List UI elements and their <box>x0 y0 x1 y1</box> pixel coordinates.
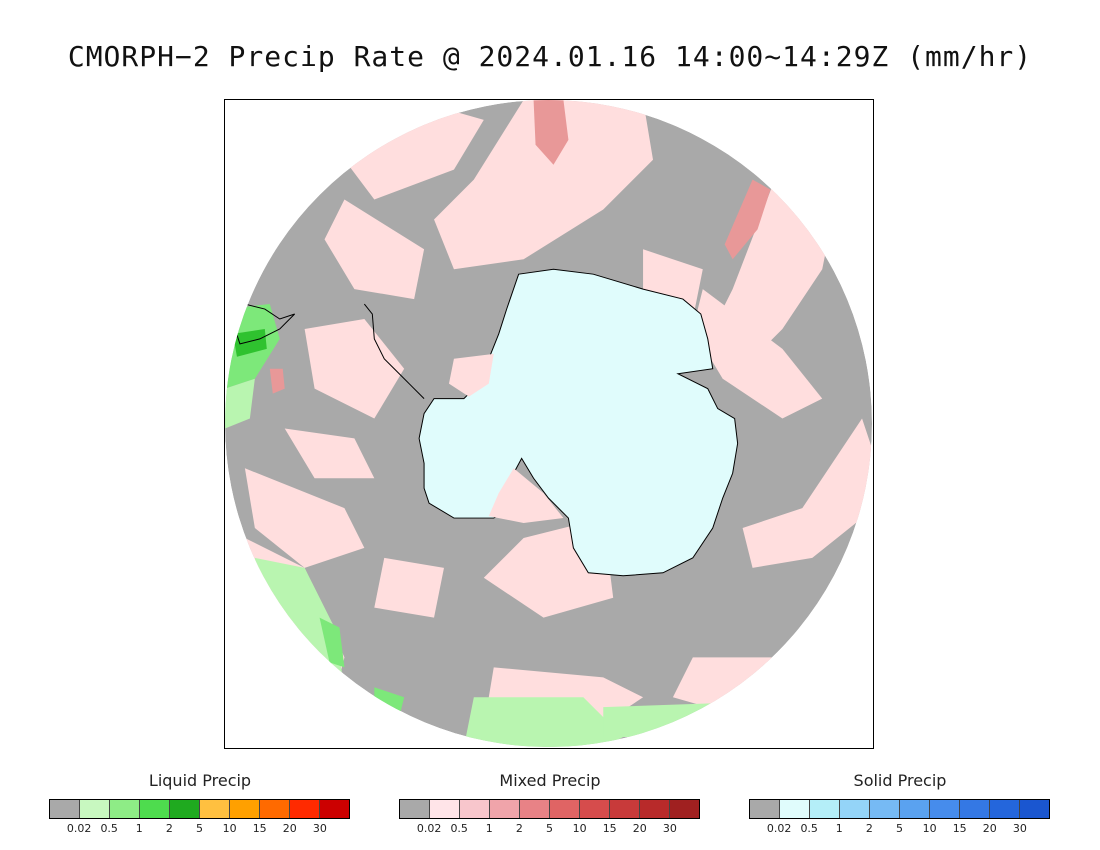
legend-swatch <box>610 800 640 818</box>
legend-tick-label: 5 <box>546 822 553 835</box>
solid-precip-legend: Solid Precip 0.02 0.5 1 2 5 10 15 20 30 <box>749 770 1051 836</box>
legend-ticks: 0.02 0.5 1 2 5 10 15 20 30 <box>749 822 1051 836</box>
legend-title: Liquid Precip <box>148 771 252 790</box>
legend-swatch <box>520 800 550 818</box>
antarctic-peninsula <box>363 303 425 399</box>
legend-tick-label: 0.02 <box>766 822 792 835</box>
legend-tick-label: 30 <box>1012 822 1027 835</box>
map-title: CMORPH−2 Precip Rate @ 2024.01.16 14:00~… <box>67 40 1033 73</box>
legend-tick-label: 2 <box>165 822 173 835</box>
legend-swatch <box>870 800 900 818</box>
mixed-precip-heavy <box>269 100 771 394</box>
legend-tick-label: 20 <box>632 822 647 835</box>
liquid-precip-legend: Liquid Precip 0.02 0.5 1 2 5 10 15 20 30 <box>49 770 351 836</box>
mixed-precip-legend: Mixed Precip 0.02 0.5 1 2 5 10 15 20 30 <box>399 770 701 836</box>
legend-swatch <box>260 800 290 818</box>
legend-swatch <box>200 800 230 818</box>
legend-tick-label: 0.5 <box>450 822 468 835</box>
legend-tick-label: 0.02 <box>66 822 92 835</box>
legend-swatch <box>290 800 320 818</box>
legend-tick-label: 10 <box>572 822 587 835</box>
legend-tick-label: 0.5 <box>100 822 118 835</box>
legend-swatch <box>810 800 840 818</box>
legend-swatch <box>840 800 870 818</box>
legend-title: Solid Precip <box>853 771 947 790</box>
legend-swatch <box>50 800 80 818</box>
legend-tick-label: 10 <box>222 822 237 835</box>
legend-swatch <box>140 800 170 818</box>
legend-swatch <box>780 800 810 818</box>
legend-tick-label: 5 <box>196 822 203 835</box>
weddell-sea-mixed-precip <box>448 353 494 397</box>
ross-sea-mixed-precip <box>488 468 564 524</box>
legend-swatch <box>490 800 520 818</box>
legend-tick-label: 15 <box>602 822 617 835</box>
legend-tick-label: 10 <box>922 822 937 835</box>
legend-swatch <box>750 800 780 818</box>
legend-swatch <box>670 800 699 818</box>
legend-swatch <box>1020 800 1049 818</box>
legend-swatch <box>320 800 349 818</box>
legend-swatch <box>80 800 110 818</box>
legend-tick-label: 15 <box>952 822 967 835</box>
legend-tick-label: 2 <box>865 822 873 835</box>
legend-swatch <box>550 800 580 818</box>
legend-ticks: 0.02 0.5 1 2 5 10 15 20 30 <box>49 822 351 836</box>
legend-tick-label: 0.5 <box>800 822 818 835</box>
legend-swatch <box>930 800 960 818</box>
legend-title: Mixed Precip <box>499 771 601 790</box>
legend-swatch <box>170 800 200 818</box>
legend-swatch <box>990 800 1020 818</box>
legend-swatch <box>460 800 490 818</box>
precip-map <box>225 100 872 747</box>
legend-tick-label: 1 <box>835 822 843 835</box>
legend-tick-label: 30 <box>312 822 327 835</box>
map-frame <box>224 99 874 749</box>
legend-ticks: 0.02 0.5 1 2 5 10 15 20 30 <box>399 822 701 836</box>
legend-tick-label: 1 <box>485 822 493 835</box>
legend-swatch <box>580 800 610 818</box>
legend-tick-label: 15 <box>252 822 267 835</box>
legend-tick-label: 30 <box>662 822 677 835</box>
legend-swatch <box>960 800 990 818</box>
legend-tick-label: 0.02 <box>416 822 442 835</box>
legend-tick-label: 20 <box>282 822 297 835</box>
legend-swatch <box>640 800 670 818</box>
legend-swatch <box>400 800 430 818</box>
legend-swatches <box>749 799 1050 819</box>
legend-swatches <box>399 799 700 819</box>
legend-swatch <box>230 800 260 818</box>
legend-swatches <box>49 799 350 819</box>
legend-tick-label: 5 <box>896 822 903 835</box>
legend-tick-label: 1 <box>135 822 143 835</box>
legend-tick-label: 2 <box>515 822 523 835</box>
legend-swatch <box>430 800 460 818</box>
legend-swatch <box>110 800 140 818</box>
legend-swatch <box>900 800 930 818</box>
legend-tick-label: 20 <box>982 822 997 835</box>
